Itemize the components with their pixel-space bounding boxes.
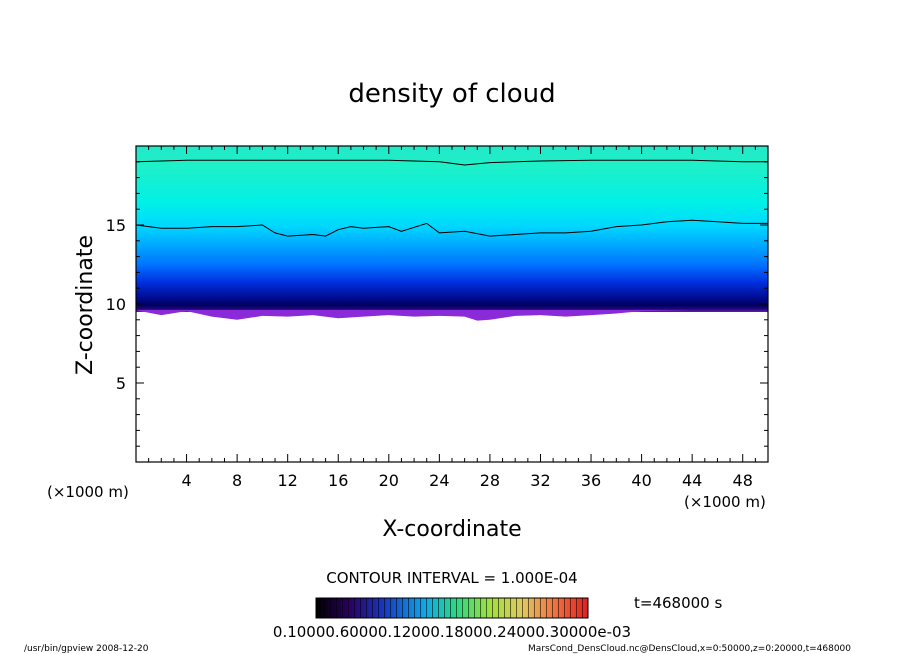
colorbar-labels: 0.10000.60000.12000.18000.24000.30000e-0…	[273, 623, 631, 641]
x-tick-label: 40	[631, 471, 651, 490]
contour-line-2	[135, 219, 768, 237]
footer-right: MarsCond_DensCloud.nc@DensCloud,x=0:5000…	[528, 644, 851, 654]
x-axis-label: X-coordinate	[382, 517, 521, 542]
x-tick-label: 36	[581, 471, 601, 490]
x-tick-label: 16	[328, 471, 348, 490]
y-tick-label: 10	[106, 295, 126, 314]
x-unit-label: (×1000 m)	[47, 483, 129, 501]
y-tick-label: 15	[106, 216, 126, 235]
contour-line-1	[135, 159, 768, 166]
x-tick-label: 44	[682, 471, 702, 490]
colorbar-ticks	[316, 598, 588, 618]
footer-left: /usr/bin/gpview 2008-12-20	[24, 644, 149, 654]
x-tick-label: 4	[181, 471, 191, 490]
cloud-layer-fill	[136, 146, 768, 312]
x-tick-label: 20	[379, 471, 399, 490]
x-tick-label: 28	[480, 471, 500, 490]
x-tick-label: 24	[429, 471, 449, 490]
x-tick-label: 48	[733, 471, 753, 490]
y-unit-label: (×1000 m)	[684, 493, 766, 511]
contour-interval-label: CONTOUR INTERVAL = 1.000E-04	[326, 569, 577, 587]
x-tick-label: 12	[278, 471, 298, 490]
y-tick-label: 5	[116, 374, 126, 393]
cloud-base-edge	[136, 309, 768, 321]
y-axis-label: Z-coordinate	[73, 235, 98, 375]
x-tick-label: 32	[530, 471, 550, 490]
x-tick-label: 8	[232, 471, 242, 490]
chart-title: density of cloud	[348, 79, 555, 109]
time-label: t=468000 s	[634, 594, 722, 612]
colorbar	[315, 597, 589, 619]
